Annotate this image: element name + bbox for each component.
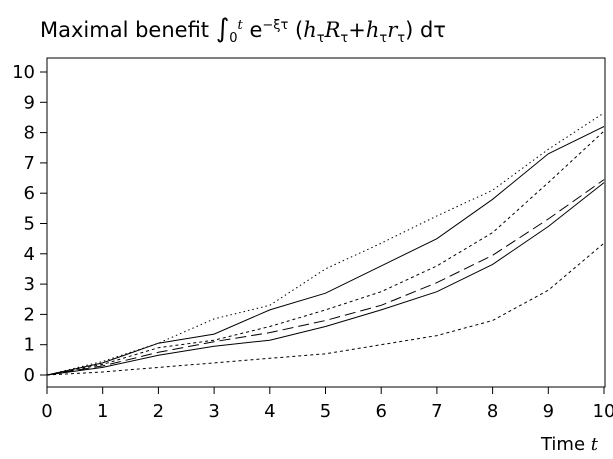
y-tick-label: 10: [12, 62, 35, 83]
x-tick-label: 0: [41, 401, 52, 422]
y-tick-label: 7: [24, 153, 35, 174]
series-line-4: [46, 179, 605, 376]
x-axis-title: Time t: [540, 434, 599, 455]
series-line-3: [46, 130, 605, 376]
series-line-6: [46, 242, 605, 376]
y-tick-label: 5: [24, 214, 35, 235]
x-tick-label: 6: [375, 401, 386, 422]
chart-title-formula: ∫0t e−ξτ (hτRτ+hτrτ) dτ: [215, 14, 446, 47]
series-line-1: [46, 112, 605, 376]
plot-frame: [46, 57, 606, 388]
x-tick-label: 5: [320, 401, 331, 422]
y-tick-label: 6: [24, 183, 35, 204]
y-tick-label: 0: [24, 365, 35, 386]
y-tick-label: 4: [24, 244, 35, 265]
y-tick-label: 9: [24, 92, 35, 113]
x-tick-label: 8: [487, 401, 498, 422]
y-tick-label: 8: [24, 123, 35, 144]
chart-title-text: Maximal benefit: [40, 18, 210, 42]
x-tick-label: 3: [208, 401, 219, 422]
series-line-5: [46, 182, 605, 376]
y-tick-label: 2: [24, 304, 35, 325]
x-axis-title-var: t: [591, 434, 599, 455]
x-tick-label: 9: [543, 401, 554, 422]
y-tick-label: 3: [24, 274, 35, 295]
chart-title: Maximal benefit ∫0t e−ξτ (hτRτ+hτrτ) dτ: [40, 14, 446, 46]
series-line-2: [46, 126, 605, 376]
x-tick-label: 2: [153, 401, 164, 422]
x-tick-label: 10: [593, 401, 613, 422]
y-tick-label: 1: [24, 335, 35, 356]
x-tick-label: 7: [431, 401, 442, 422]
x-axis-title-text: Time: [540, 434, 585, 455]
x-tick-label: 4: [264, 401, 275, 422]
x-tick-label: 1: [97, 401, 108, 422]
